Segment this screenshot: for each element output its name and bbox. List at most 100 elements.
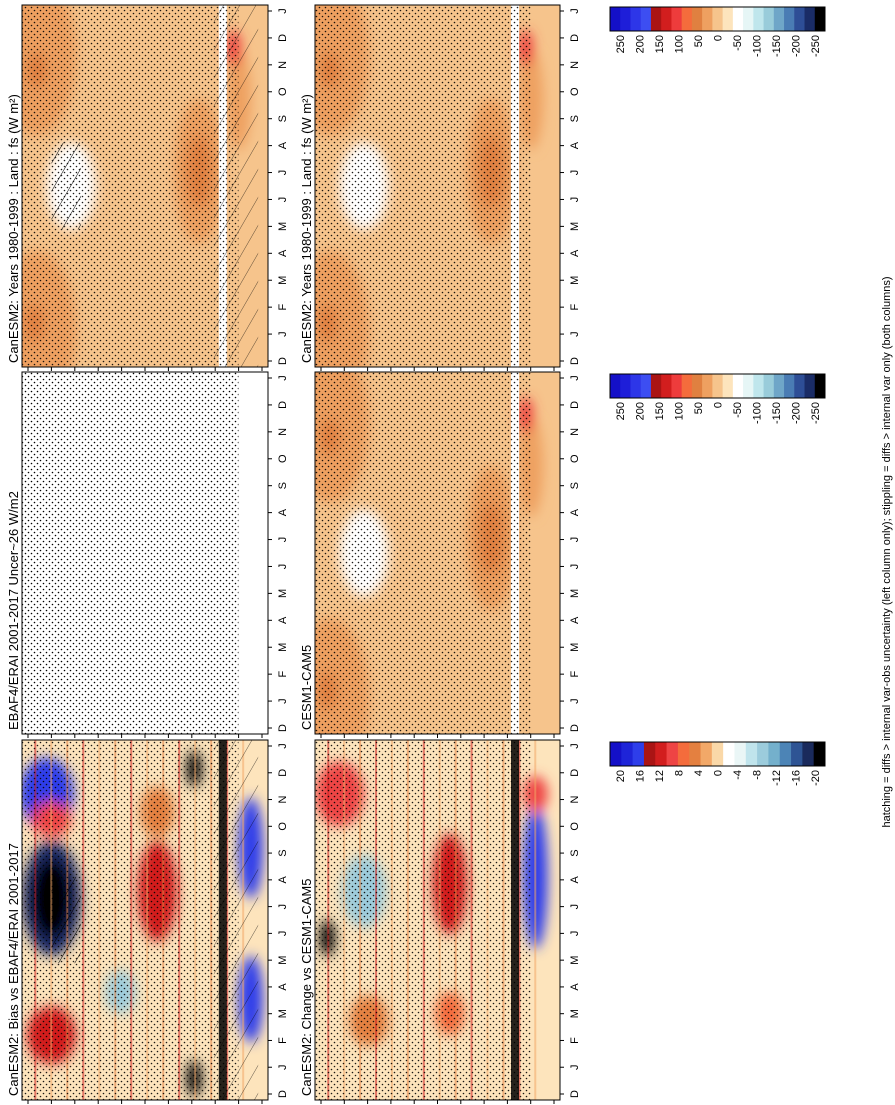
colorbar-tick-label: 0 — [713, 770, 725, 776]
colorbar-frame — [609, 6, 826, 32]
month-tick-label: J — [569, 564, 581, 570]
colorbar-swatch — [763, 7, 775, 31]
colorbar-swatch — [814, 7, 826, 31]
colorbar-tick-label: -200 — [791, 35, 803, 57]
month-tick-label: D — [277, 769, 289, 777]
month-tick-label: J — [277, 931, 289, 937]
month-tick-label: S — [277, 482, 289, 489]
month-tick-label: A — [569, 616, 581, 624]
colorbar-swatch — [630, 7, 642, 31]
colorbar-swatch — [700, 742, 713, 766]
panel-title: EBAF4/ERAI 2001-2017 Uncer~26 W/m2 — [6, 491, 21, 730]
colorbar-swatch — [702, 7, 713, 31]
month-tick-label: F — [277, 1037, 289, 1044]
colorbar-swatch — [734, 742, 747, 766]
colorbar-swatch — [794, 7, 806, 31]
month-tick-label: O — [277, 454, 289, 463]
colorbar-tick-label: -150 — [771, 35, 783, 57]
colorbar-swatch — [804, 7, 816, 31]
month-tick-label: O — [569, 822, 581, 831]
colorbar-swatch — [743, 374, 754, 398]
colorbar-tick-label: 150 — [654, 35, 666, 53]
heatmap-field — [315, 740, 560, 1100]
colorbar-swatch — [620, 374, 631, 398]
colorbar-swatch — [723, 742, 735, 766]
month-tick-label: J — [277, 743, 289, 749]
month-tick-label: M — [569, 276, 581, 285]
month-tick-label: O — [569, 454, 581, 463]
colorbar-swatch — [671, 374, 683, 398]
colorbar-swatch — [784, 7, 795, 31]
stippling — [315, 740, 531, 1100]
colorbar-swatch — [643, 742, 656, 766]
colorbar-tick-label: -250 — [810, 402, 822, 424]
month-tick-label: D — [277, 1090, 289, 1098]
month-tick-label: D — [569, 401, 581, 409]
colorbar-frame — [609, 373, 826, 399]
figure-footnote: hatching = diffs > internal var-obs unce… — [881, 276, 893, 827]
month-tick-label: M — [569, 1009, 581, 1018]
hatching — [51, 142, 82, 230]
colorbar-tick-label: 20 — [615, 770, 627, 782]
colorbar-tick-label: 12 — [654, 770, 666, 782]
colorbar-swatch — [722, 7, 734, 31]
colorbar-swatch — [650, 374, 662, 398]
colorbar-swatch — [621, 742, 634, 766]
month-tick-label: M — [277, 589, 289, 598]
month-tick-label: J — [569, 931, 581, 937]
colorbar-swatch — [813, 742, 826, 766]
panel-title: CanESM2: Bias vs EBAF4/ERAI 2001-2017 — [6, 843, 21, 1096]
colorbar-tick-label: -150 — [771, 402, 783, 424]
month-tick-label: M — [277, 222, 289, 231]
colorbar-tick-label: -100 — [752, 35, 764, 57]
month-tick-label: J — [569, 375, 581, 381]
colorbar-swatch — [757, 742, 769, 766]
month-tick-label: J — [277, 698, 289, 704]
month-tick-label: D — [277, 357, 289, 365]
colorbar-swatch — [671, 7, 683, 31]
colorbar-swatch — [712, 7, 724, 31]
month-tick-label: N — [277, 796, 289, 804]
hatching — [51, 876, 82, 964]
colorbar-swatch — [640, 7, 652, 31]
colorbar-swatch — [655, 742, 668, 766]
colorbar-swatch — [802, 742, 815, 766]
month-tick-label: N — [569, 796, 581, 804]
colorbar-swatch — [814, 374, 826, 398]
month-tick-label: J — [569, 743, 581, 749]
colorbar: 250 200 150 100 50 0 -50 -100 -150 -200 -250 — [609, 6, 826, 57]
colorbar-tick-label: 250 — [615, 402, 627, 420]
colorbar-swatch — [712, 374, 724, 398]
month-tick-label: J — [569, 537, 581, 543]
colorbar-tick-label: -100 — [752, 402, 764, 424]
colorbar-tick-label: 50 — [693, 35, 705, 47]
colorbar-swatch — [702, 374, 713, 398]
stippling — [22, 372, 239, 734]
stippling — [315, 372, 531, 734]
colorbar-swatch — [666, 742, 679, 766]
month-tick-label: D — [569, 724, 581, 732]
month-tick-label: A — [277, 508, 289, 516]
colorbar-tick-label: -250 — [810, 35, 822, 57]
colorbar-swatch — [711, 742, 724, 766]
colorbar-swatch — [732, 374, 744, 398]
colorbar-tick-label: 4 — [693, 770, 705, 776]
colorbar-tick-label: 0 — [713, 35, 725, 41]
colorbar-swatch — [779, 742, 792, 766]
month-tick-label: F — [277, 671, 289, 678]
colorbar-tick-label: -16 — [791, 770, 803, 786]
month-tick-label: D — [569, 1090, 581, 1098]
month-tick-label: A — [277, 983, 289, 991]
month-tick-label: M — [277, 1009, 289, 1018]
month-tick-label: S — [569, 482, 581, 489]
panel-title: CanESM2: Years 1980-1999 : Land : fs (W … — [299, 94, 314, 363]
colorbar-swatch — [610, 742, 622, 766]
month-tick-label: A — [277, 616, 289, 624]
month-tick-label: J — [569, 197, 581, 203]
month-tick-label: J — [277, 170, 289, 176]
month-tick-label: M — [277, 643, 289, 652]
month-tick-label: A — [277, 876, 289, 884]
month-tick-label: J — [569, 170, 581, 176]
colorbar-tick-label: 50 — [693, 402, 705, 414]
